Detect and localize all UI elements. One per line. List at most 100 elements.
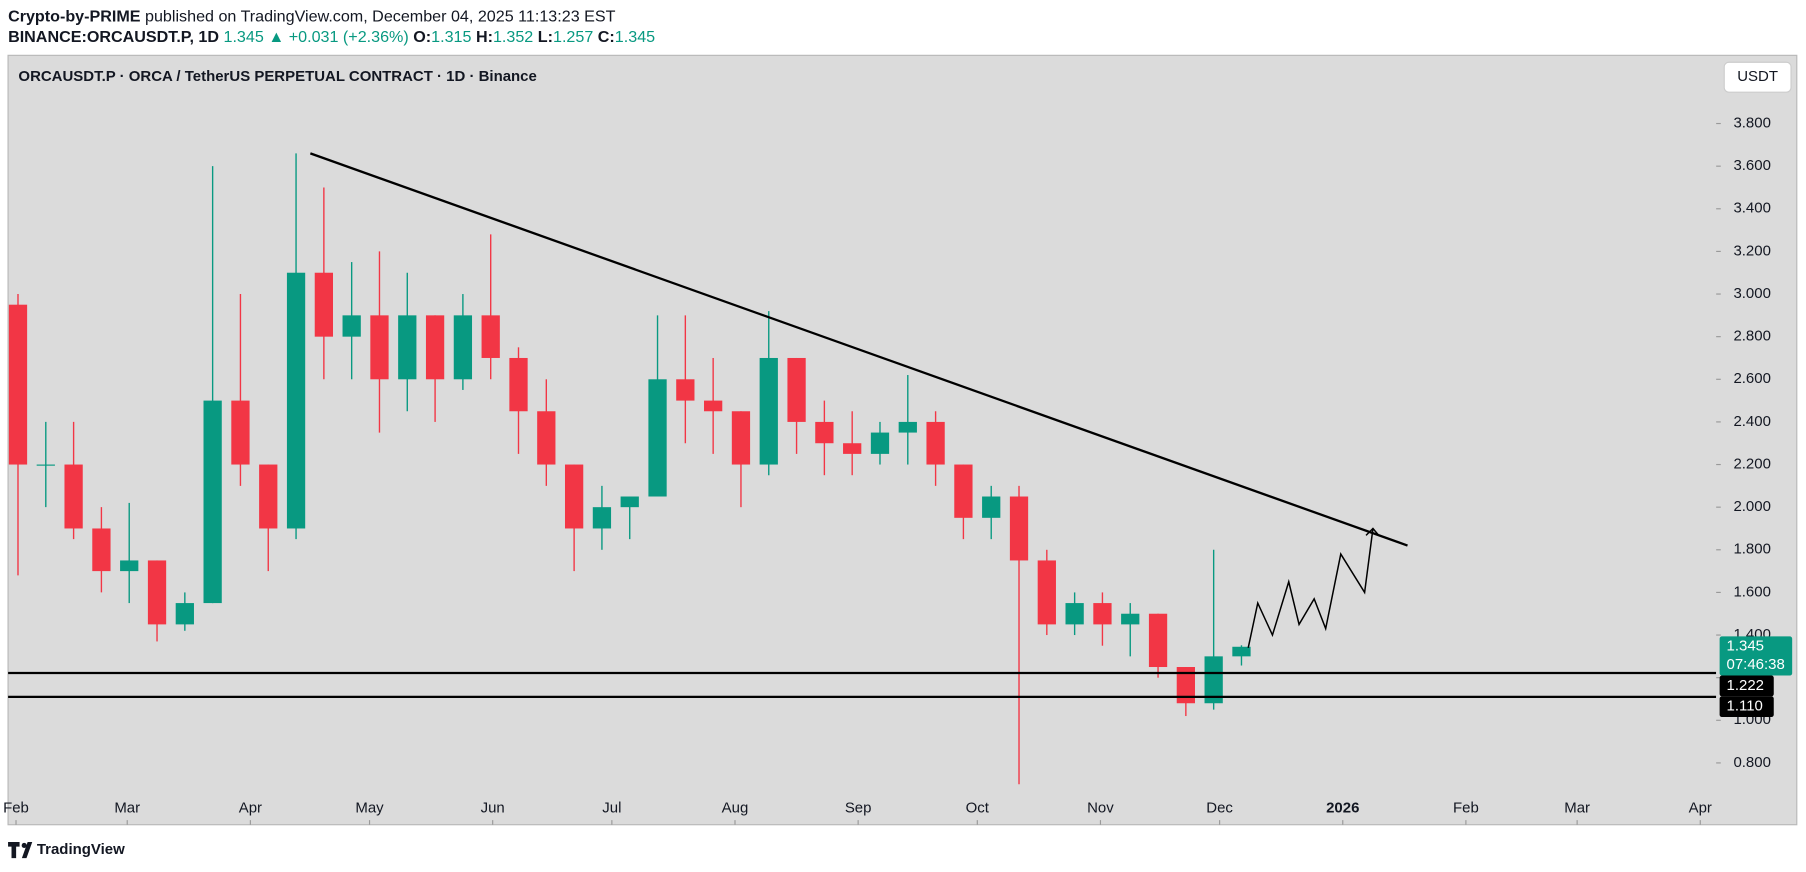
c-label: C:: [598, 28, 615, 46]
brand: TradingView: [37, 841, 125, 858]
o-label: O:: [413, 28, 431, 46]
y-tick-label: 2.800: [1733, 328, 1770, 345]
logo: [8, 842, 33, 859]
countdown: 07:46:38: [1727, 656, 1785, 673]
candle-body: [731, 411, 751, 465]
price-badge: [1719, 696, 1774, 718]
candle-body: [147, 560, 167, 625]
candle-body: [537, 411, 556, 465]
candle-body: [1009, 496, 1029, 561]
x-tick-label: Mar: [1564, 800, 1590, 817]
price-badge-label: 1.345: [1727, 638, 1764, 655]
x-tick-label: Feb: [1453, 800, 1479, 817]
x-tick-label: Jun: [481, 800, 505, 817]
y-tick-label: 3.800: [1733, 114, 1770, 131]
x-tick-label: Nov: [1087, 800, 1114, 817]
candle-body: [509, 357, 528, 412]
candle-body: [898, 421, 917, 433]
axes: 0.8001.0001.2001.4001.6001.8002.0002.200…: [3, 114, 1793, 825]
trendline: [309, 152, 1408, 547]
y-tick-label: 3.000: [1733, 285, 1770, 302]
price-badge: [1719, 636, 1793, 676]
symbol: BINANCE:ORCAUSDT.P, 1D: [8, 28, 219, 46]
published: published on TradingView.com, December 0…: [145, 8, 616, 26]
x-tick-label: May: [355, 800, 384, 817]
candle-body: [870, 432, 890, 454]
y-tick-label: 2.200: [1733, 455, 1770, 472]
candle-body: [926, 421, 945, 465]
o-value: 1.315: [431, 28, 471, 46]
price-badge-label: 1.222: [1727, 677, 1764, 694]
x-tick-label: Apr: [1689, 800, 1712, 817]
x-tick-label: Apr: [239, 800, 262, 817]
y-tick-label: 0.800: [1733, 754, 1770, 771]
candle-body: [648, 379, 667, 497]
y-tick-label: 3.200: [1733, 242, 1770, 259]
candle-body: [787, 357, 806, 422]
candle-body: [92, 528, 111, 572]
x-tick-label: Sep: [845, 800, 872, 817]
l-label: L:: [538, 28, 553, 46]
h-value: 1.352: [493, 28, 533, 46]
x-tick-label: Jul: [602, 800, 621, 817]
candle-body: [370, 315, 389, 380]
currency[interactable]: USDT: [1737, 68, 1778, 85]
candle-body: [1176, 667, 1195, 704]
candle-body: [1093, 603, 1112, 625]
x-tick-label: Aug: [722, 800, 749, 817]
price-badge-label: 1.110: [1727, 698, 1763, 715]
candle-body: [704, 400, 723, 412]
candle-body: [843, 443, 862, 454]
candle-body: [64, 464, 83, 529]
y-tick-label: 2.400: [1733, 413, 1770, 430]
x-tick-label: Feb: [3, 800, 29, 817]
candle-body: [759, 357, 778, 465]
candle-body: [982, 496, 1001, 518]
candle-body: [453, 315, 473, 380]
candle-body: [564, 464, 584, 529]
y-tick-label: 3.600: [1733, 157, 1770, 174]
candle-body: [481, 315, 500, 358]
projection-path: [1247, 528, 1374, 648]
l-value: 1.257: [553, 28, 593, 46]
candle-body: [1232, 646, 1251, 657]
candle-body: [1121, 613, 1140, 625]
h-label: H:: [476, 28, 493, 46]
symbol-line: BINANCE:ORCAUSDT.P, 1D 1.345 ▲ +0.031 (+…: [8, 28, 655, 46]
candle-body: [36, 464, 55, 466]
logo-dot: [21, 842, 27, 848]
candle-body: [286, 272, 306, 529]
candle-body: [425, 315, 445, 380]
currency-button[interactable]: [1723, 61, 1792, 93]
chart-title: ORCAUSDT.P · ORCA / TetherUS PERPETUAL C…: [18, 68, 536, 85]
candle-body: [203, 400, 222, 604]
logo-mark: [8, 842, 33, 859]
c-value: 1.345: [615, 28, 655, 46]
candle-body: [1065, 603, 1084, 625]
candle-body: [259, 464, 278, 529]
x-tick-label: Mar: [114, 800, 140, 817]
y-tick-label: 2.000: [1733, 498, 1770, 515]
y-tick-label: 2.600: [1733, 370, 1770, 387]
candle-body: [1148, 613, 1168, 668]
y-tick-label: 1.600: [1733, 583, 1770, 600]
candle-body: [342, 315, 361, 337]
candle-body: [620, 496, 639, 508]
candle-body: [175, 603, 194, 625]
plot: [8, 152, 1717, 785]
candle-body: [1037, 560, 1056, 625]
price-badge: [1719, 675, 1774, 697]
candle-body: [676, 379, 695, 401]
candle-body: [231, 400, 250, 465]
candle-body: [120, 560, 139, 572]
change: ▲ +0.031 (+2.36%): [268, 28, 408, 46]
candle-body: [815, 421, 834, 444]
last-price: 1.345: [224, 28, 264, 46]
author: Crypto-by-PRIME: [8, 8, 141, 26]
x-tick-label: Oct: [966, 800, 990, 817]
chart-background: [7, 54, 1798, 826]
arrow-head: [1365, 527, 1380, 536]
candle-body: [8, 304, 28, 465]
candle-body: [954, 464, 973, 518]
